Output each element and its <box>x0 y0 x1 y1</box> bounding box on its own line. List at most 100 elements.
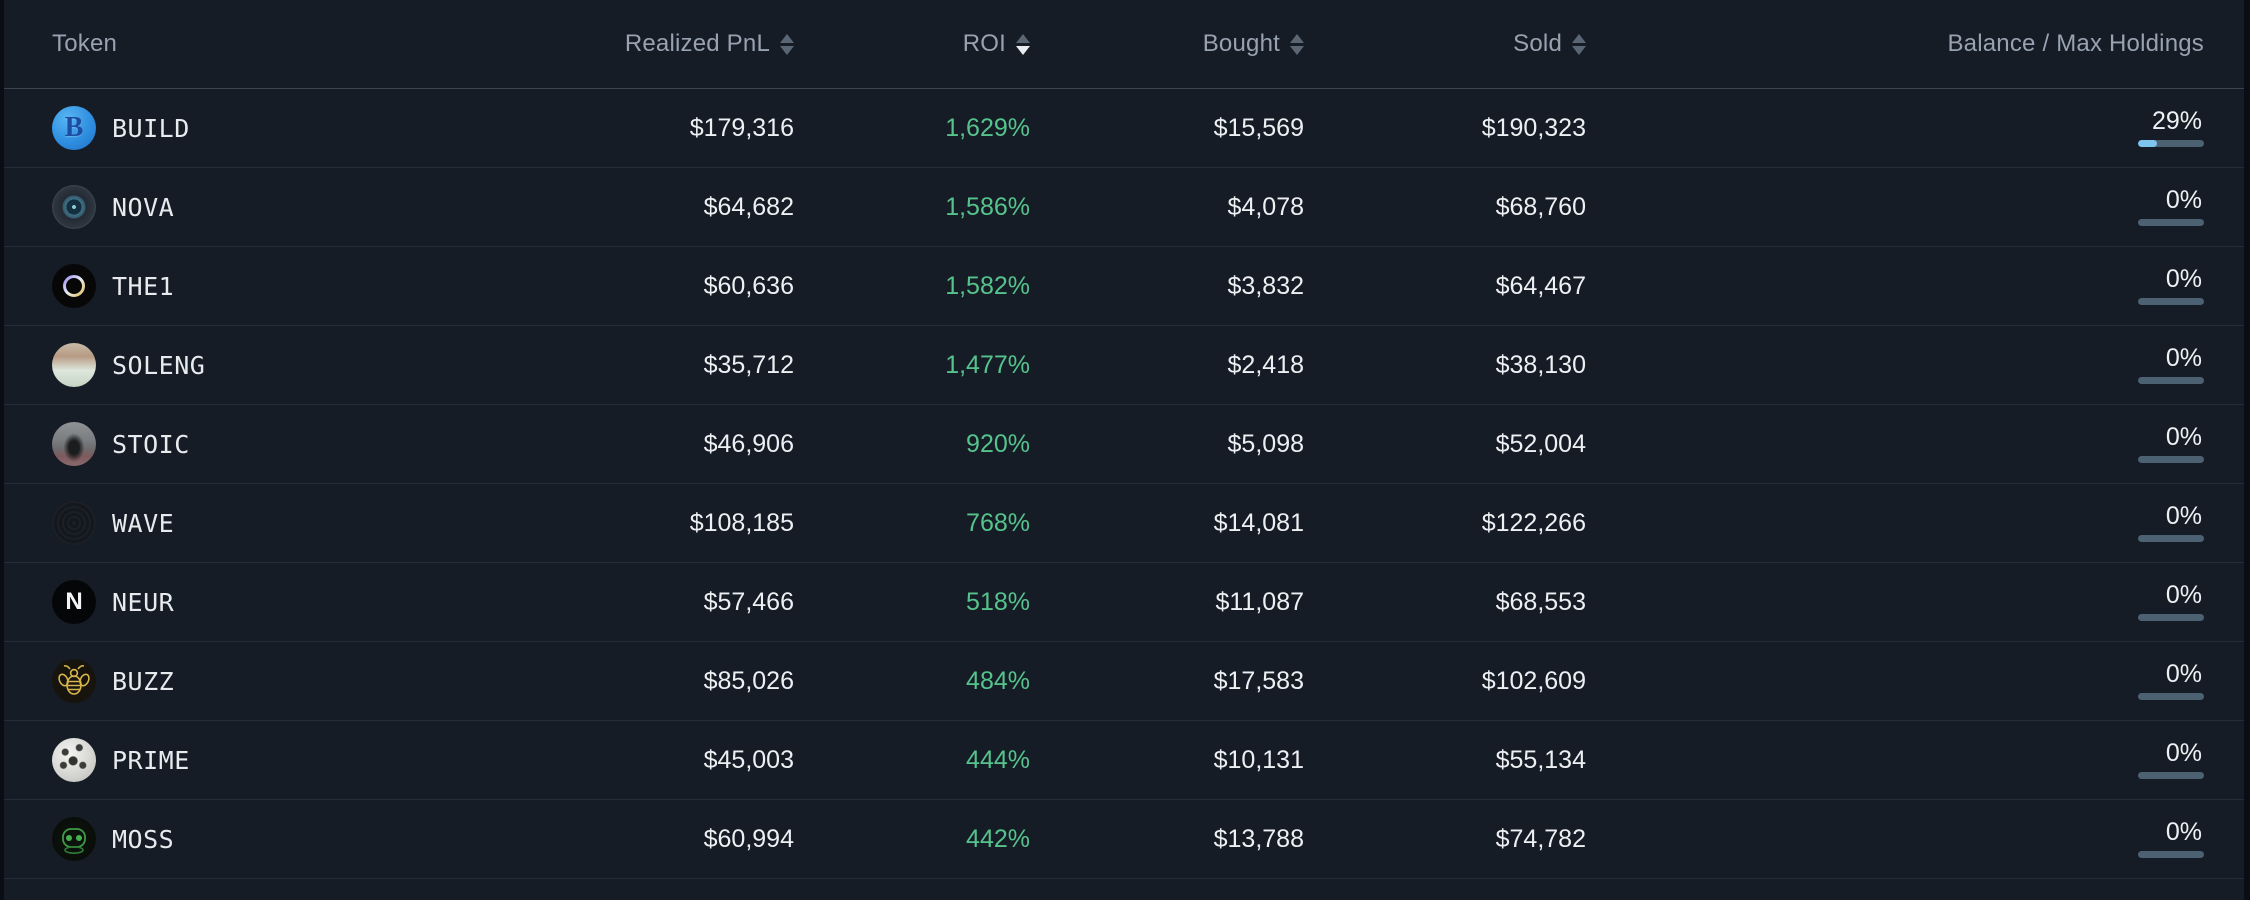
buzz-token-icon <box>52 659 96 703</box>
realized-pnl-value: $46,906 <box>703 429 794 458</box>
bought-value: $10,131 <box>1213 745 1304 774</box>
balance-progress-bar <box>2138 377 2204 384</box>
balance-cell: 0% <box>2138 504 2244 542</box>
sort-down-icon <box>1290 45 1304 55</box>
sort-up-icon <box>780 33 794 43</box>
the1-token-icon <box>52 264 96 308</box>
table-row[interactable]: STOIC $46,906 920% $5,098 $52,004 0% <box>4 405 2244 484</box>
table-row[interactable]: BUZZ $85,026 484% $17,583 $102,609 0% <box>4 642 2244 721</box>
sold-value: $122,266 <box>1481 508 1586 537</box>
balance-percent: 0% <box>2165 660 2202 688</box>
bought-value: $11,087 <box>1215 587 1304 616</box>
sold-value: $102,609 <box>1481 666 1586 695</box>
token-cell[interactable]: MOSS <box>4 817 174 861</box>
table-row[interactable]: WAVE $108,185 768% $14,081 $122,266 0% <box>4 484 2244 563</box>
roi-value: 920% <box>966 429 1030 458</box>
sort-icon[interactable] <box>780 33 794 55</box>
table-row[interactable]: SOLENG $35,712 1,477% $2,418 $38,130 0% <box>4 326 2244 405</box>
sold-value: $38,130 <box>1495 350 1586 379</box>
sort-icon[interactable] <box>1290 33 1304 55</box>
token-cell[interactable]: SOLENG <box>4 343 205 387</box>
balance-percent: 0% <box>2165 581 2202 609</box>
table-row[interactable]: PRIME $45,003 444% $10,131 $55,134 0% <box>4 721 2244 800</box>
column-header-sold[interactable]: Sold <box>1304 30 1586 58</box>
sort-icon[interactable] <box>1572 33 1586 55</box>
robot-face-glyph <box>62 828 86 854</box>
balance-percent: 0% <box>2165 739 2202 767</box>
table-row[interactable]: NOVA $64,682 1,586% $4,078 $68,760 0% <box>4 168 2244 247</box>
token-cell[interactable]: BUZZ <box>4 659 174 703</box>
realized-pnl-value: $60,636 <box>703 271 794 300</box>
realized-pnl-value: $64,682 <box>703 192 794 221</box>
balance-progress-bar <box>2138 772 2204 779</box>
column-header-balance-max-holdings: Balance / Max Holdings <box>1586 30 2244 58</box>
token-cell[interactable]: N NEUR <box>4 580 174 624</box>
wave-token-icon <box>52 501 96 545</box>
balance-cell: 0% <box>2138 346 2244 384</box>
roi-value: 1,477% <box>945 350 1030 379</box>
balance-progress-bar <box>2138 693 2204 700</box>
column-header-realized-pnl-label: Realized PnL <box>624 30 770 57</box>
token-icon-letter: N <box>65 588 83 615</box>
column-header-bought[interactable]: Bought <box>1030 30 1304 58</box>
token-cell[interactable]: THE1 <box>4 264 174 308</box>
sold-value: $68,553 <box>1495 587 1586 616</box>
realized-pnl-value: $57,466 <box>703 587 794 616</box>
moss-token-icon <box>52 817 96 861</box>
balance-progress-bar <box>2138 535 2204 542</box>
table-header-row: Token Realized PnL ROI Bought Sold Balan… <box>4 0 2244 89</box>
token-cell[interactable]: B BUILD <box>4 106 190 150</box>
column-header-token: Token <box>4 30 354 58</box>
column-header-roi[interactable]: ROI <box>794 30 1030 58</box>
table-row[interactable]: N NEUR $57,466 518% $11,087 $68,553 0% <box>4 563 2244 642</box>
table-row[interactable]: B BUILD $179,316 1,629% $15,569 $190,323… <box>4 89 2244 168</box>
token-name: NEUR <box>112 587 175 617</box>
token-cell[interactable]: STOIC <box>4 422 190 466</box>
sold-value: $64,467 <box>1495 271 1586 300</box>
balance-progress-bar <box>2138 456 2204 463</box>
realized-pnl-value: $45,003 <box>703 745 794 774</box>
column-header-roi-label: ROI <box>962 30 1006 57</box>
balance-progress-bar <box>2138 851 2204 858</box>
table-row[interactable]: THE1 $60,636 1,582% $3,832 $64,467 0% <box>4 247 2244 326</box>
token-icon-letter: B <box>64 112 84 143</box>
roi-value: 1,629% <box>945 113 1030 142</box>
token-name: BUILD <box>112 113 190 143</box>
column-header-realized-pnl[interactable]: Realized PnL <box>354 30 794 58</box>
bought-value: $2,418 <box>1227 350 1304 379</box>
nova-token-icon <box>52 185 96 229</box>
soleng-token-icon <box>52 343 96 387</box>
balance-cell: 0% <box>2138 267 2244 305</box>
bought-value: $5,098 <box>1227 429 1304 458</box>
prime-token-icon <box>52 738 96 782</box>
balance-percent: 0% <box>2165 818 2202 846</box>
balance-cell: 0% <box>2138 741 2244 779</box>
bought-value: $13,788 <box>1213 824 1304 853</box>
token-cell[interactable]: PRIME <box>4 738 190 782</box>
balance-cell: 0% <box>2138 425 2244 463</box>
bought-value: $14,081 <box>1213 508 1304 537</box>
sold-value: $68,760 <box>1495 192 1586 221</box>
balance-percent: 0% <box>2165 502 2202 530</box>
table-row[interactable]: MOSS $60,994 442% $13,788 $74,782 0% <box>4 800 2244 879</box>
sort-down-icon <box>1572 45 1586 55</box>
token-cell[interactable]: WAVE <box>4 501 174 545</box>
realized-pnl-value: $35,712 <box>703 350 794 379</box>
balance-cell: 0% <box>2138 188 2244 226</box>
sort-down-icon <box>1016 45 1030 55</box>
token-cell[interactable]: NOVA <box>4 185 174 229</box>
token-name: WAVE <box>112 508 175 538</box>
realized-pnl-value: $179,316 <box>689 113 794 142</box>
balance-progress-bar <box>2138 614 2204 621</box>
balance-percent: 29% <box>2151 107 2202 135</box>
balance-percent: 0% <box>2165 344 2202 372</box>
balance-cell: 0% <box>2138 662 2244 700</box>
realized-pnl-value: $108,185 <box>689 508 794 537</box>
neur-token-icon: N <box>52 580 96 624</box>
token-name: MOSS <box>112 824 175 854</box>
sort-up-icon <box>1016 33 1030 43</box>
build-token-icon: B <box>52 106 96 150</box>
balance-progress-fill <box>2138 140 2158 147</box>
sort-icon-active-desc[interactable] <box>1016 33 1030 55</box>
token-name: SOLENG <box>112 350 206 380</box>
